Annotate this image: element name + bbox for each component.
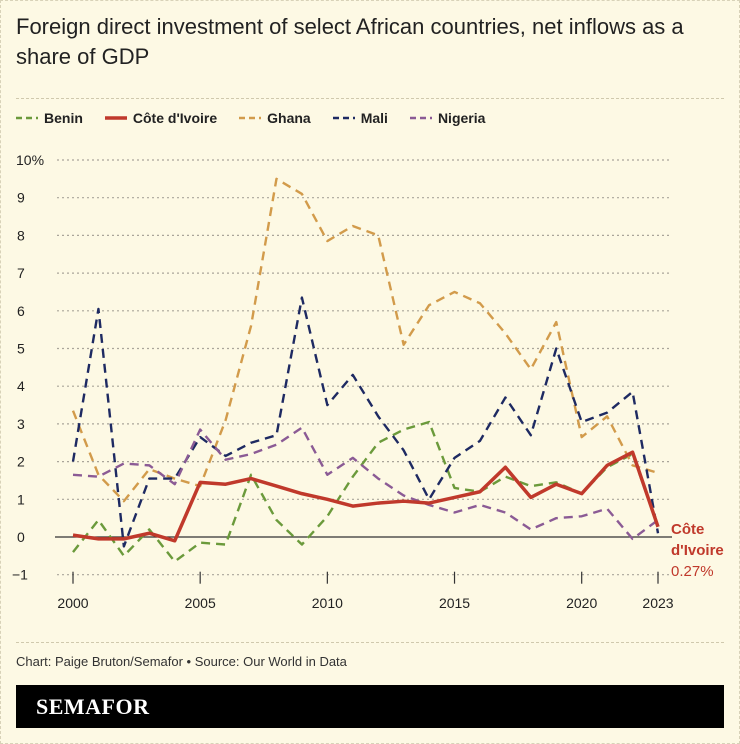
y-tick-label: 1 bbox=[17, 491, 25, 507]
legend-label: Côte d'Ivoire bbox=[132, 110, 218, 126]
x-tick-label: 2015 bbox=[439, 595, 470, 611]
legend-item: Mali bbox=[332, 110, 388, 126]
series-line-mali bbox=[71, 296, 660, 548]
annotation-label: d'Ivoire bbox=[671, 542, 724, 559]
legend: Benin Côte d'Ivoire Ghana Mali Nigeria bbox=[16, 110, 485, 126]
x-tick-label: 2000 bbox=[57, 595, 88, 611]
legend-swatch bbox=[104, 116, 127, 120]
series-line-c-te-d-ivoire bbox=[72, 450, 660, 543]
y-tick-label: 6 bbox=[17, 303, 25, 319]
legend-label: Mali bbox=[360, 110, 388, 126]
chart-credit: Chart: Paige Bruton/Semafor • Source: Ou… bbox=[16, 654, 347, 669]
brand-bar: SEMAFOR bbox=[16, 685, 724, 728]
legend-item: Nigeria bbox=[409, 110, 486, 126]
chart-title: Foreign direct investment of select Afri… bbox=[16, 14, 684, 69]
legend-swatch bbox=[239, 116, 262, 120]
annotation-label: Côte bbox=[671, 521, 704, 538]
y-tick-label: 8 bbox=[17, 227, 25, 243]
legend-item: Benin bbox=[16, 110, 83, 126]
divider bbox=[16, 642, 724, 643]
legend-label: Ghana bbox=[267, 110, 311, 126]
y-tick-label: 2 bbox=[17, 454, 25, 470]
y-tick-label: −1 bbox=[12, 567, 28, 583]
series-line-nigeria bbox=[72, 426, 659, 541]
legend-swatch bbox=[332, 116, 355, 120]
y-tick-label: 7 bbox=[17, 265, 25, 281]
y-tick-label: 9 bbox=[17, 190, 25, 206]
x-tick-label: 2010 bbox=[312, 595, 343, 611]
y-tick-label: 3 bbox=[17, 416, 25, 432]
legend-label: Benin bbox=[44, 110, 83, 126]
legend-swatch bbox=[409, 116, 432, 120]
legend-item: Côte d'Ivoire bbox=[104, 110, 218, 126]
series-line-ghana bbox=[71, 177, 659, 503]
x-tick-label: 2023 bbox=[642, 595, 673, 611]
y-tick-label: 10% bbox=[16, 152, 44, 168]
annotation-value: 0.27% bbox=[671, 563, 714, 580]
x-tick-label: 2005 bbox=[185, 595, 216, 611]
x-tick-label: 2020 bbox=[566, 595, 597, 611]
legend-item: Ghana bbox=[239, 110, 311, 126]
y-tick-label: 0 bbox=[17, 529, 25, 545]
line-chart: 10% 9 8 7 6 5 4 3 2 1 0 −1 2000 2005 2010 2015 2020 2023 C… bbox=[12, 152, 724, 611]
y-tick-label: 4 bbox=[17, 378, 25, 394]
legend-label: Nigeria bbox=[437, 110, 486, 126]
y-tick-label: 5 bbox=[17, 341, 25, 357]
brand-logo: SEMAFOR bbox=[36, 694, 150, 719]
divider bbox=[16, 98, 724, 99]
legend-swatch bbox=[16, 116, 38, 120]
series-line-benin bbox=[72, 420, 660, 563]
